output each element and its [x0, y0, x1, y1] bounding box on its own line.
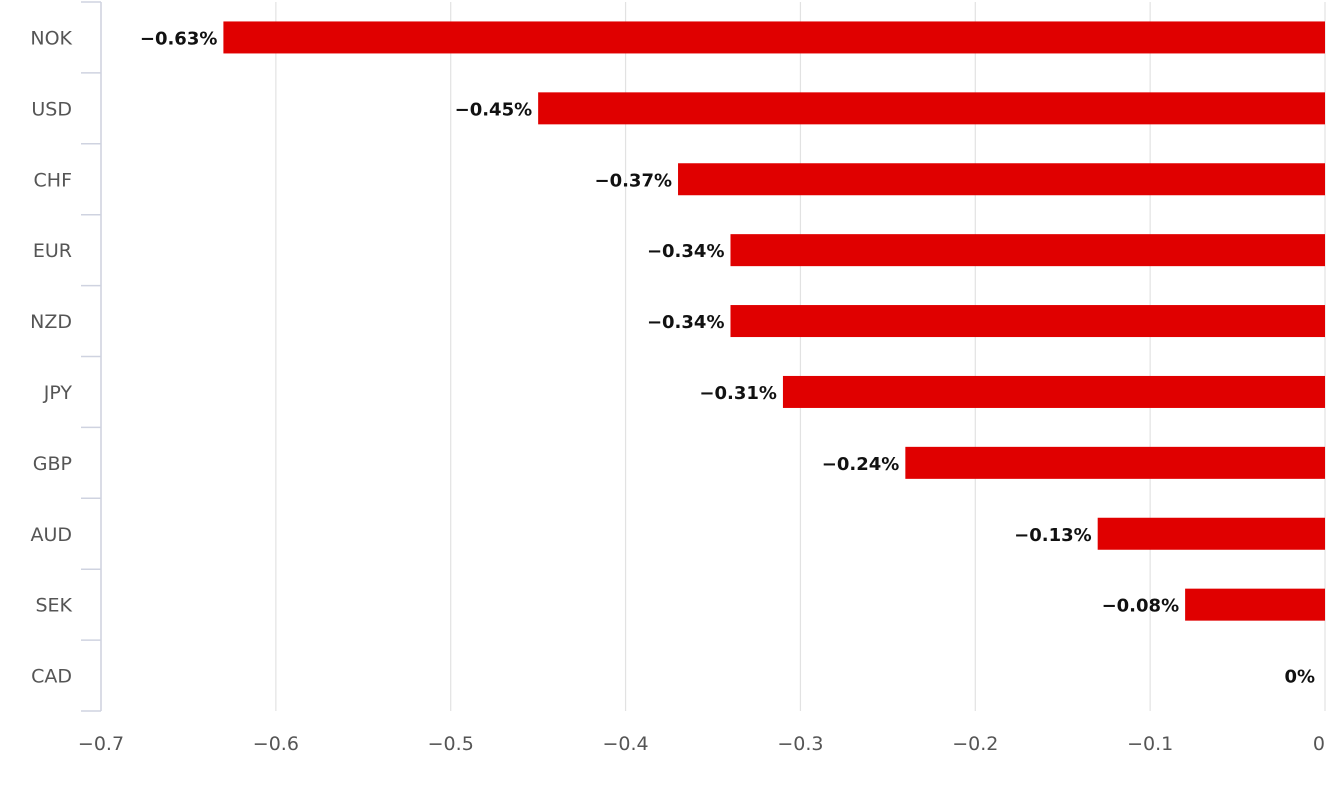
bars [223, 21, 1325, 621]
category-label: EUR [33, 240, 72, 262]
bar-aud [1097, 517, 1325, 550]
category-label: CAD [31, 666, 72, 688]
x-tick-label: −0.6 [253, 733, 299, 755]
category-label: USD [31, 98, 72, 120]
category-label: GBP [33, 453, 72, 475]
x-tick-label: −0.1 [1127, 733, 1173, 755]
data-label: −0.63% [140, 28, 218, 49]
data-label: −0.34% [647, 241, 725, 262]
category-label: JPY [43, 382, 73, 404]
x-tick-label: −0.5 [428, 733, 474, 755]
x-tick-label: −0.4 [603, 733, 649, 755]
x-tick-label: −0.3 [777, 733, 823, 755]
bar-sek [1185, 588, 1325, 621]
data-label: −0.31% [699, 383, 777, 404]
bar-nzd [730, 305, 1325, 338]
category-label: NZD [30, 311, 72, 333]
bar-nok [223, 21, 1325, 54]
bar-eur [730, 234, 1325, 267]
x-tick-label: 0 [1313, 733, 1325, 755]
data-label: −0.34% [647, 312, 725, 333]
data-label: −0.24% [822, 454, 900, 475]
data-label: 0% [1284, 667, 1315, 688]
axes [81, 1, 102, 712]
labels: −0.7 −0.6 −0.5 −0.4 −0.3 −0.2 −0.1 0 NOK −0.63% US… [30, 27, 1325, 755]
bar-usd [538, 92, 1325, 125]
category-label: AUD [30, 524, 72, 546]
data-label: −0.08% [1102, 596, 1180, 617]
category-label: SEK [35, 595, 72, 617]
data-label: −0.37% [594, 170, 672, 191]
bar-jpy [782, 375, 1325, 408]
category-label: NOK [30, 27, 72, 49]
data-label: −0.13% [1014, 525, 1092, 546]
x-tick-label: −0.7 [78, 733, 124, 755]
x-tick-label: −0.2 [952, 733, 998, 755]
data-label: −0.45% [455, 99, 533, 120]
bar-gbp [905, 446, 1325, 479]
category-label: CHF [34, 169, 72, 191]
bar-chf [678, 163, 1325, 196]
